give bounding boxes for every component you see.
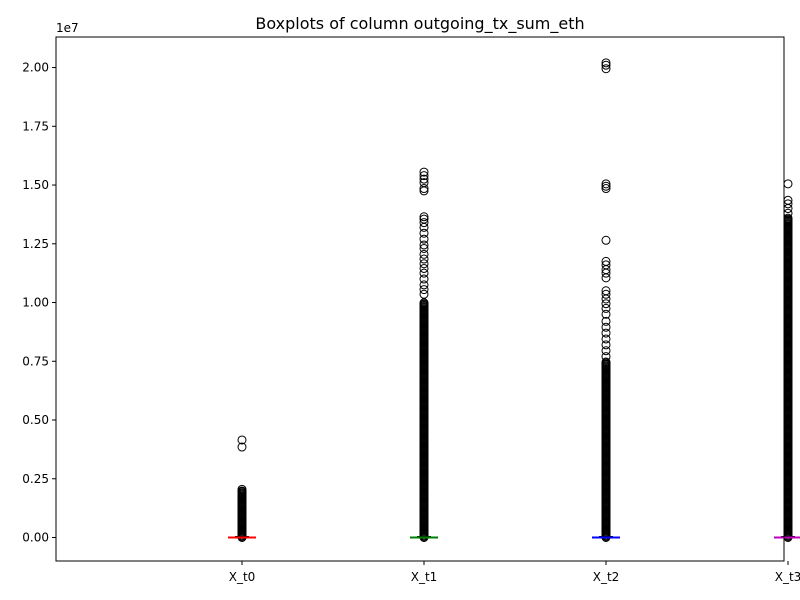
x-axis: X_t0 X_t1 X_t2 X_t3 (229, 561, 800, 584)
outlier-point (419, 263, 429, 273)
outlier-point (419, 280, 429, 290)
y-tick-label: 0.50 (22, 413, 49, 427)
outlier-point (601, 357, 611, 367)
outlier-point (601, 309, 611, 319)
y-offset-label: 1e7 (56, 21, 79, 35)
outlier-point (783, 179, 793, 189)
outlier-point (419, 274, 429, 284)
outlier-point (601, 273, 611, 283)
axes-frame (55, 36, 785, 562)
x-tick-label: X_t1 (411, 570, 438, 584)
y-tick-label: 0.00 (22, 531, 49, 545)
box-x-t2 (592, 58, 620, 543)
chart-title: Boxplots of column outgoing_tx_sum_eth (255, 14, 584, 34)
outlier-point (419, 184, 429, 194)
outlier-point (419, 222, 429, 232)
outlier-point (601, 346, 611, 356)
x-tick-label: X_t3 (775, 570, 800, 584)
outlier-point (419, 285, 429, 295)
outlier-point (601, 289, 611, 299)
outlier-point (237, 435, 247, 445)
outlier-point (419, 249, 429, 259)
x-tick-label: X_t0 (229, 570, 256, 584)
outlier-point (237, 487, 247, 497)
outlier-point (601, 294, 611, 304)
y-tick-label: 0.75 (22, 354, 49, 368)
x-tick-label: X_t2 (593, 570, 620, 584)
outlier-point (601, 352, 611, 362)
outlier-point (783, 204, 793, 214)
outlier-point (419, 259, 429, 269)
box-x-t0 (228, 435, 256, 543)
outlier-point (601, 328, 611, 338)
outlier-point (419, 186, 429, 196)
box-x-t3 (774, 179, 800, 543)
outlier-point (237, 489, 247, 499)
outlier-point (419, 268, 429, 278)
y-tick-label: 1.25 (22, 237, 49, 251)
y-tick-label: 1.50 (22, 178, 49, 192)
outlier-point (419, 212, 429, 222)
outlier-point (601, 299, 611, 309)
outlier-point (419, 171, 429, 181)
outlier-point (601, 316, 611, 326)
outlier-point (419, 240, 429, 250)
box-x-t1 (410, 167, 438, 543)
y-tick-label: 0.25 (22, 472, 49, 486)
outlier-point (601, 181, 611, 191)
outlier-point (601, 303, 611, 313)
y-tick-label: 1.75 (22, 119, 49, 133)
y-tick-label: 1.00 (22, 296, 49, 310)
outlier-point (419, 167, 429, 177)
outlier-point (419, 218, 429, 228)
outlier-point (601, 322, 611, 332)
outlier-point (419, 234, 429, 244)
outlier-point (601, 235, 611, 245)
outlier-point (419, 174, 429, 184)
outlier-point (601, 184, 611, 194)
outlier-point (419, 228, 429, 238)
outlier-point (601, 64, 611, 74)
outlier-point (419, 289, 429, 299)
outlier-point (601, 268, 611, 278)
outlier-point (419, 254, 429, 264)
outlier-point (601, 58, 611, 68)
outlier-point (601, 60, 611, 70)
outlier-point (237, 484, 247, 494)
plot-area (228, 58, 800, 543)
outlier-point (601, 340, 611, 350)
outlier-point (601, 334, 611, 344)
outlier-point (419, 243, 429, 253)
outlier-point (601, 179, 611, 189)
y-tick-label: 2.00 (22, 61, 49, 75)
outlier-point (237, 442, 247, 452)
y-axis: 0.00 0.25 0.50 0.75 1.00 1.25 1.50 1.75 2.00 (22, 61, 56, 545)
